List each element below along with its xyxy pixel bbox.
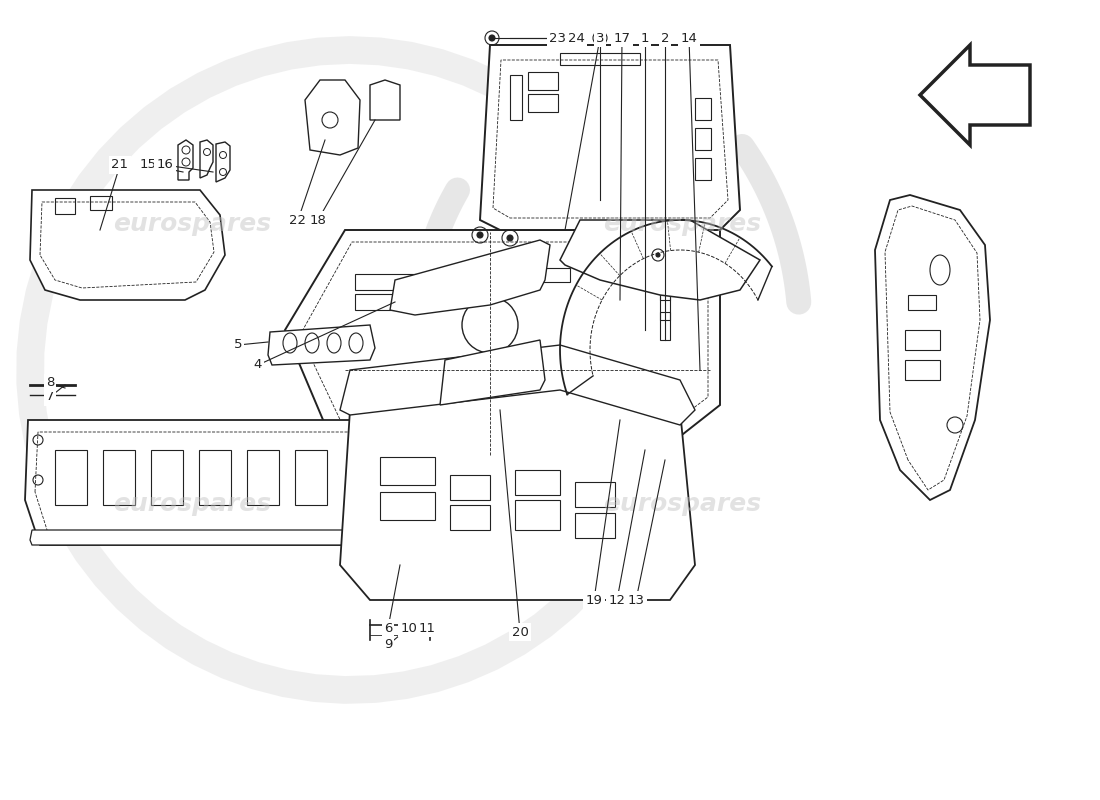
Text: eurospares: eurospares [603, 492, 761, 516]
Bar [575, 513, 615, 538]
Text: 5: 5 [233, 338, 242, 351]
Text: 1: 1 [640, 31, 649, 45]
Circle shape [656, 253, 660, 257]
Bar [695, 158, 711, 180]
Polygon shape [340, 345, 695, 425]
Circle shape [477, 232, 483, 238]
Bar [575, 482, 615, 507]
Bar [379, 457, 434, 485]
Bar [660, 272, 670, 300]
Polygon shape [480, 45, 740, 230]
Bar [660, 312, 670, 340]
Bar [905, 360, 940, 380]
Text: 17: 17 [614, 31, 630, 45]
Text: 24: 24 [568, 31, 584, 45]
Polygon shape [30, 530, 390, 545]
Text: 19: 19 [585, 594, 603, 606]
Text: 9: 9 [384, 638, 393, 651]
Text: 13: 13 [627, 594, 645, 606]
Bar [695, 128, 711, 150]
Bar [379, 492, 434, 520]
Polygon shape [874, 195, 990, 500]
Text: eurospares: eurospares [113, 212, 272, 236]
Text: 10: 10 [400, 622, 417, 634]
Text: 6: 6 [384, 622, 393, 634]
Text: 4: 4 [254, 358, 262, 371]
Text: 12: 12 [608, 594, 626, 606]
Bar [450, 475, 490, 500]
Bar [199, 450, 231, 505]
Circle shape [597, 35, 603, 41]
Bar [55, 198, 75, 214]
Text: eurospares: eurospares [113, 492, 272, 516]
Polygon shape [920, 45, 1030, 145]
Bar [151, 450, 183, 505]
Bar [505, 268, 570, 282]
Polygon shape [340, 370, 695, 600]
Circle shape [490, 35, 495, 41]
Polygon shape [268, 325, 375, 365]
Text: 11: 11 [418, 622, 436, 634]
Bar [450, 505, 490, 530]
Text: 21: 21 [111, 158, 129, 171]
Bar [515, 500, 560, 530]
Text: eurospares: eurospares [603, 212, 761, 236]
Bar [103, 450, 135, 505]
Polygon shape [178, 140, 192, 180]
Bar [355, 274, 425, 290]
Polygon shape [440, 340, 544, 405]
Text: 2: 2 [661, 31, 669, 45]
Bar [695, 98, 711, 120]
Text: 14: 14 [681, 31, 697, 45]
Bar [515, 470, 560, 495]
Bar [90, 196, 112, 210]
Bar [528, 94, 558, 112]
Text: 16: 16 [156, 158, 174, 171]
Polygon shape [216, 142, 230, 182]
Polygon shape [30, 190, 225, 300]
Text: 3: 3 [596, 31, 604, 45]
Text: 8: 8 [46, 377, 54, 390]
Polygon shape [305, 80, 360, 155]
Polygon shape [560, 220, 760, 300]
Bar [660, 292, 670, 320]
Bar [908, 295, 936, 310]
Polygon shape [25, 420, 395, 545]
Bar [560, 53, 640, 65]
Bar [905, 330, 940, 350]
Text: 15: 15 [140, 158, 156, 171]
Bar [55, 450, 87, 505]
Polygon shape [200, 140, 213, 178]
Text: 18: 18 [309, 214, 327, 226]
Bar [295, 450, 327, 505]
Polygon shape [285, 230, 720, 460]
Text: 7: 7 [46, 390, 54, 403]
Polygon shape [390, 240, 550, 315]
Bar [248, 450, 279, 505]
Bar [430, 271, 495, 285]
Text: 23: 23 [550, 31, 566, 45]
Polygon shape [370, 80, 400, 120]
Bar [528, 72, 558, 90]
Circle shape [507, 235, 513, 241]
Bar [355, 294, 425, 310]
Text: 22: 22 [289, 214, 307, 226]
Bar [510, 75, 522, 120]
Text: 20: 20 [512, 626, 528, 638]
